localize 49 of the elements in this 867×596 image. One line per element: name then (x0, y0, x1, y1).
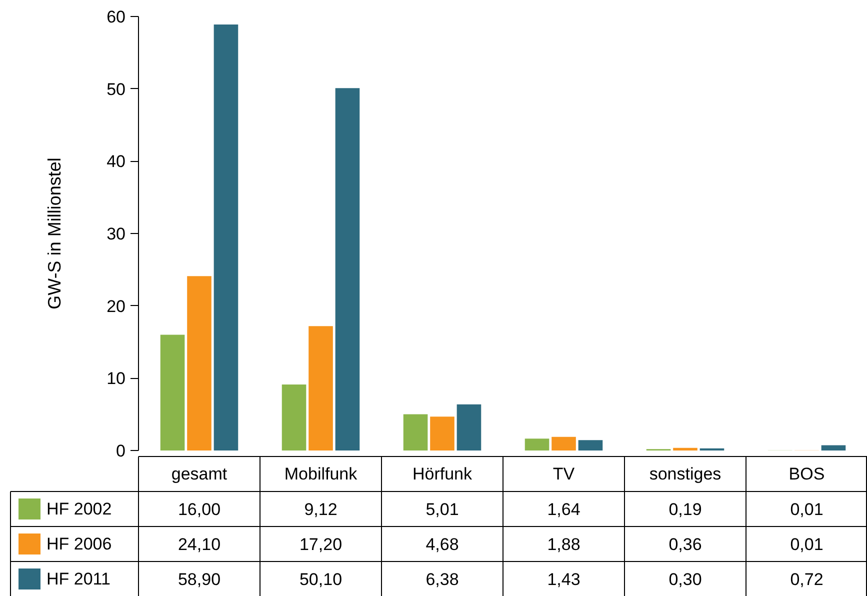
bar (673, 448, 698, 450)
data-label: 1,64 (547, 500, 580, 519)
legend-label: HF 2006 (46, 534, 112, 554)
data-label: 5,01 (426, 500, 459, 519)
x-tick-label: sonstiges (649, 464, 722, 484)
y-tick-label: 10 (106, 369, 126, 388)
x-tick-label: Hörfunk (412, 464, 473, 484)
y-tick-label: 30 (106, 224, 126, 244)
bar (308, 326, 333, 450)
x-tick-label: TV (552, 464, 576, 484)
legend-label: HF 2002 (46, 500, 112, 518)
y-axis-title: GW-S in Millionstel (44, 158, 64, 310)
data-label: 0,30 (668, 570, 702, 589)
bar (524, 438, 550, 450)
data-label: 0,72 (790, 570, 824, 589)
bar (456, 404, 482, 450)
bar (187, 276, 212, 450)
data-label: 0,01 (790, 500, 824, 519)
data-label: 17,20 (299, 535, 342, 554)
data-label: 58,90 (178, 570, 221, 589)
data-label: 1,43 (547, 570, 580, 589)
data-label: 0,19 (668, 500, 702, 519)
y-tick-label: 60 (106, 8, 126, 26)
y-tick-label: 20 (106, 296, 126, 316)
bar (821, 445, 846, 450)
bar (282, 384, 306, 450)
bar (430, 416, 454, 450)
y-tick-label: 40 (106, 152, 126, 172)
bar (214, 24, 238, 450)
data-label: 1,88 (547, 535, 580, 554)
y-tick-label: 50 (106, 80, 126, 99)
bar (578, 440, 603, 450)
bar (160, 334, 185, 450)
legend-label: HF 2011 (46, 570, 110, 588)
data-label: 0,36 (668, 535, 702, 554)
data-label: 6,38 (426, 570, 459, 589)
x-tick-label: Mobilfunk (284, 464, 358, 484)
data-label: 50,10 (299, 570, 342, 589)
data-label: 24,10 (178, 535, 221, 554)
bar (403, 414, 428, 450)
data-label: 9,12 (304, 500, 338, 519)
data-label: 4,68 (426, 535, 459, 554)
bar (552, 436, 576, 450)
bar (335, 88, 360, 450)
data-label: 0,01 (790, 535, 824, 554)
x-tick-label: gesamt (171, 464, 228, 484)
y-tick-label: 0 (116, 442, 126, 460)
data-label: 16,00 (178, 500, 221, 519)
x-tick-label: BOS (788, 464, 825, 484)
